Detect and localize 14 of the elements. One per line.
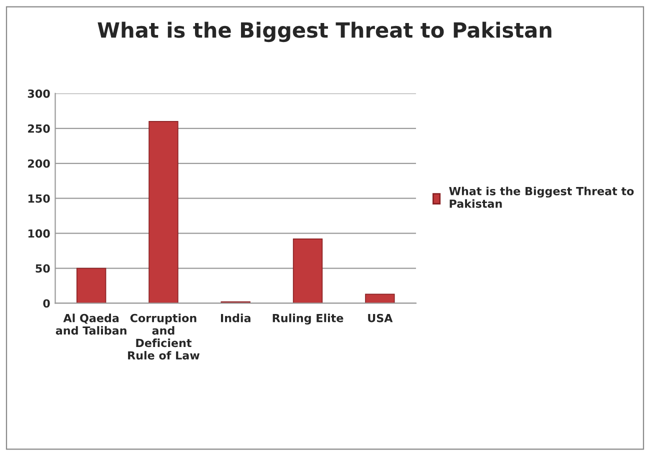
y-tick-label: 300 (28, 89, 50, 98)
x-tick-label: India (220, 314, 250, 322)
y-tick-label: 50 (36, 264, 50, 273)
chart-title: What is the Biggest Threat to Pakistan (98, 22, 552, 42)
x-tick-label: Corruption and Deficient Rule of Law (128, 314, 200, 360)
y-tick-label: 200 (28, 159, 50, 168)
x-tick-label: USA (368, 314, 393, 322)
y-tick-label: 0 (43, 299, 50, 308)
legend-label: What is the Biggest Threat to Pakistan (449, 186, 634, 208)
y-tick-label: 150 (28, 194, 50, 203)
x-tick-label: Ruling Elite (272, 314, 344, 324)
x-tick-label: Al Qaeda and Taliban (56, 314, 126, 335)
y-tick-label: 250 (28, 124, 50, 133)
y-tick-label: 100 (28, 229, 50, 238)
